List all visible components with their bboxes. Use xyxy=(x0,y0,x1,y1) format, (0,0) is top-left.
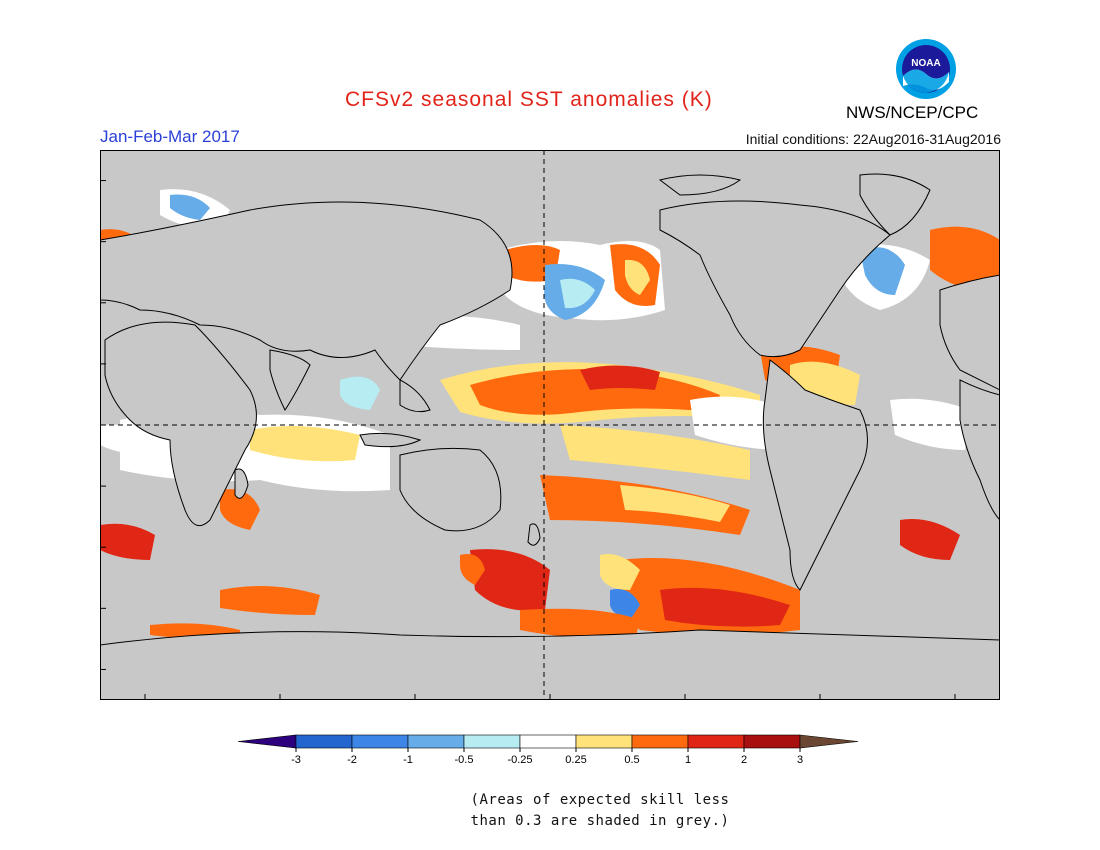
longitude-axis: 060E120E180120W60W0 xyxy=(144,694,956,700)
logo-text: NOAA xyxy=(911,58,940,69)
colorbar-tick-label: -0.5 xyxy=(455,754,474,766)
colorbar-swatch xyxy=(463,734,521,749)
skill-note-line-2: than 0.3 are shaded in grey.) xyxy=(470,813,730,829)
colorbar-swatch xyxy=(519,734,577,749)
colorbar-tick-label: -3 xyxy=(291,754,301,766)
colorbar-swatch xyxy=(575,734,633,749)
colorbar-tick-label: -0.25 xyxy=(507,754,532,766)
noaa-logo-icon: NOAA xyxy=(896,39,956,99)
colorbar-tick-label: 1 xyxy=(685,754,691,766)
colorbar-swatches xyxy=(238,734,859,749)
initial-conditions: Initial conditions: 22Aug2016-31Aug2016 xyxy=(745,131,1001,147)
agency-label: NWS/NCEP/CPC xyxy=(846,103,979,122)
colorbar-tick-label: 2 xyxy=(741,754,747,766)
colorbar-tick-label: -1 xyxy=(403,754,413,766)
colorbar: -3 -2 -1 -0.5 -0.25 0.25 0.5 1 2 3 xyxy=(238,734,859,766)
colorbar-swatch xyxy=(687,734,745,749)
colorbar-swatch xyxy=(295,734,353,749)
colorbar-swatch-max xyxy=(799,734,859,749)
skill-note: (Areas of expected skill less than 0.3 a… xyxy=(470,790,730,832)
colorbar-tick-label: 0.25 xyxy=(565,754,586,766)
colorbar-tick-label: 3 xyxy=(797,754,803,766)
sst-anomaly-map: 80N60N40N20NEQ20S40S60S80S 060E120E18012… xyxy=(100,150,1000,700)
colorbar-swatch xyxy=(631,734,689,749)
colorbar-tick-label: -2 xyxy=(347,754,357,766)
colorbar-swatch xyxy=(351,734,409,749)
latitude-axis: 80N60N40N20NEQ20S40S60S80S xyxy=(100,180,106,670)
map-title: CFSv2 seasonal SST anomalies (K) xyxy=(345,88,713,111)
colorbar-labels: -3 -2 -1 -0.5 -0.25 0.25 0.5 1 2 3 xyxy=(291,748,803,766)
colorbar-swatch xyxy=(743,734,801,749)
skill-note-line-1: (Areas of expected skill less xyxy=(470,792,730,808)
colorbar-tick-label: 0.5 xyxy=(624,754,639,766)
land-masses xyxy=(100,173,1000,700)
colorbar-swatch xyxy=(407,734,465,749)
colorbar-swatch-min xyxy=(238,734,297,749)
forecast-period: Jan-Feb-Mar 2017 xyxy=(100,127,240,146)
